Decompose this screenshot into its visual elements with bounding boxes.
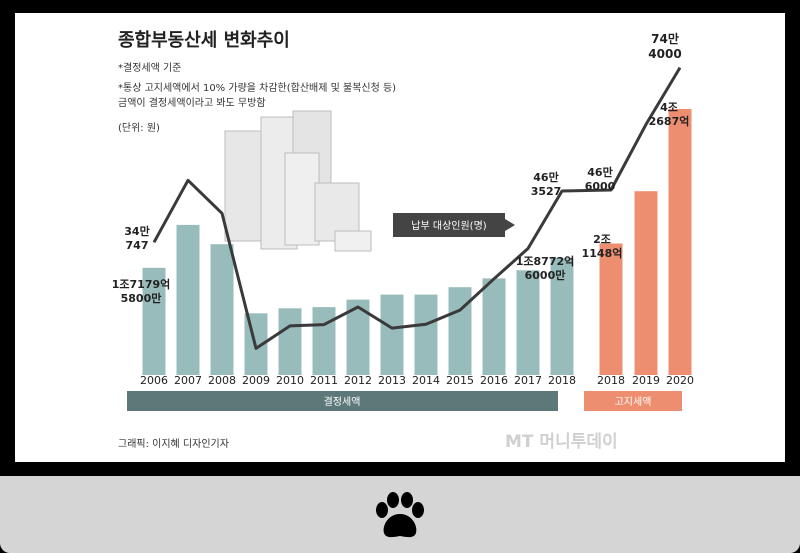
x-tick-label: 2019 (632, 374, 660, 387)
annotation-2018n-people-1: 46만 (587, 165, 612, 179)
x-tick-label: 2007 (174, 374, 202, 387)
bar-2018 (550, 257, 574, 375)
paw-pad (383, 514, 417, 538)
annotation-2018d-tax-2: 6000만 (525, 268, 566, 282)
annotation-2006-people-1: 34만 (124, 224, 149, 238)
annotation-2018d-people-2: 3527 (531, 185, 562, 198)
annotation-2018d-people-1: 46만 (533, 170, 558, 184)
bar-2011 (312, 307, 336, 375)
x-tick-label: 2020 (666, 374, 694, 387)
x-tick-label: 2017 (514, 374, 542, 387)
annotation-2018n-tax-2: 1148억 (582, 247, 623, 260)
note-basis: *결정세액 기준 (118, 62, 181, 74)
bar-2019-noticed (634, 191, 658, 375)
annotation-2018n-people-2: 6000 (585, 180, 616, 193)
x-tick-label: 2018 (597, 374, 625, 387)
band-decided-label: 결정세액 (324, 396, 361, 408)
note-explain-1: *통상 고지세액에서 10% 가량을 차감한(합산배제 및 불복신청 등) (118, 82, 396, 94)
people-line (152, 66, 682, 350)
bar-2013 (380, 294, 404, 375)
building-shape (334, 230, 372, 252)
x-axis-labels: 2006 2007 2008 2009 2010 2011 2012 2013 2014 2015… (140, 374, 694, 387)
unit-label: (단위: 원) (118, 121, 160, 134)
annotation-2006-tax-1: 1조7179억 (112, 278, 171, 291)
annotation-2020-tax-2: 2687억 (649, 115, 690, 128)
annotation-2006-tax-2: 5800만 (121, 291, 162, 305)
paw-icon (376, 492, 424, 538)
x-tick-label: 2013 (378, 374, 406, 387)
annotation-2018d-tax-1: 1조8772억 (516, 255, 575, 268)
annotation-2020-tax-1: 4조 (660, 101, 678, 114)
bar-2015 (448, 287, 472, 375)
bar-2012 (346, 299, 370, 375)
bar-2010 (278, 308, 302, 375)
paw-toe (401, 492, 413, 508)
bar-2006 (142, 267, 166, 375)
x-tick-label: 2006 (140, 374, 168, 387)
bar-2007 (176, 224, 200, 375)
bar-series (142, 109, 692, 375)
note-explain-2: 금액이 결정세액이라고 봐도 무방함 (118, 97, 266, 109)
x-tick-label: 2018 (548, 374, 576, 387)
bar-2014 (414, 294, 438, 375)
band-noticed (584, 391, 682, 411)
line-legend-box (393, 213, 505, 237)
band-noticed-label: 고지세액 (615, 396, 652, 408)
annotation-2020-people-2: 4000 (648, 47, 681, 61)
paw-toe (412, 502, 424, 518)
chart-title: 종합부동산세 변화추이 (118, 29, 290, 51)
bar-2020-noticed (668, 109, 692, 375)
line-legend: 납부 대상인원(명) (393, 213, 515, 237)
x-tick-label: 2012 (344, 374, 372, 387)
bar-2008 (210, 244, 234, 375)
bar-2017 (516, 270, 540, 375)
watermark: MT 머니투데이 (505, 432, 618, 452)
x-tick-label: 2016 (480, 374, 508, 387)
x-tick-label: 2010 (276, 374, 304, 387)
line-legend-label: 납부 대상인원(명) (411, 220, 486, 232)
paw-toe (387, 492, 399, 508)
x-tick-label: 2014 (412, 374, 440, 387)
line-legend-arrow (505, 219, 515, 231)
annotation-2020-people-1: 74만 (651, 31, 679, 46)
x-tick-label: 2009 (242, 374, 270, 387)
x-tick-label: 2011 (310, 374, 338, 387)
annotation-2006-people-2: 747 (126, 239, 149, 252)
monitor-screen: 종합부동산세 변화추이 *결정세액 기준 *통상 고지세액에서 10% 가량을 … (15, 13, 785, 462)
x-tick-label: 2008 (208, 374, 236, 387)
annotation-2018n-tax-1: 2조 (593, 233, 611, 246)
building-shape (224, 130, 268, 242)
building-illustration (224, 110, 372, 252)
bar-2018-noticed (599, 243, 623, 375)
bar-2016 (482, 278, 506, 375)
graphic-credit: 그래픽: 이지혜 디자인기자 (118, 438, 229, 450)
paw-toe (376, 502, 388, 518)
tax-chart: 종합부동산세 변화추이 *결정세액 기준 *통상 고지세액에서 10% 가량을 … (112, 29, 694, 452)
band-decided (127, 391, 558, 411)
building-shape (284, 152, 320, 246)
x-tick-label: 2015 (446, 374, 474, 387)
